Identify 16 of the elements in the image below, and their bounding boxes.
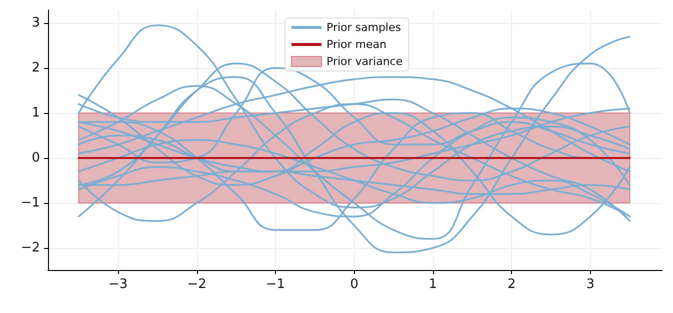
y-tick-label: 3	[32, 16, 40, 31]
legend-label: Prior samples	[326, 21, 402, 34]
x-tick-label: −3	[108, 277, 128, 292]
y-tick-label: 1	[32, 106, 40, 121]
x-tick-label: −1	[266, 277, 286, 292]
x-tick-label: 2	[508, 277, 516, 292]
y-tick-label: −1	[20, 195, 40, 210]
x-tick-label: 1	[428, 277, 438, 292]
x-tick-label: −2	[187, 277, 206, 292]
x-tick-label: 3	[586, 277, 595, 292]
legend-label: Prior variance	[326, 55, 403, 68]
y-tick-label: 0	[32, 150, 40, 166]
y-tick-label: −2	[20, 240, 40, 256]
legend-label: Prior mean	[326, 38, 386, 51]
y-tick-label: 2	[32, 60, 40, 76]
x-tick-label: 0	[350, 277, 358, 292]
